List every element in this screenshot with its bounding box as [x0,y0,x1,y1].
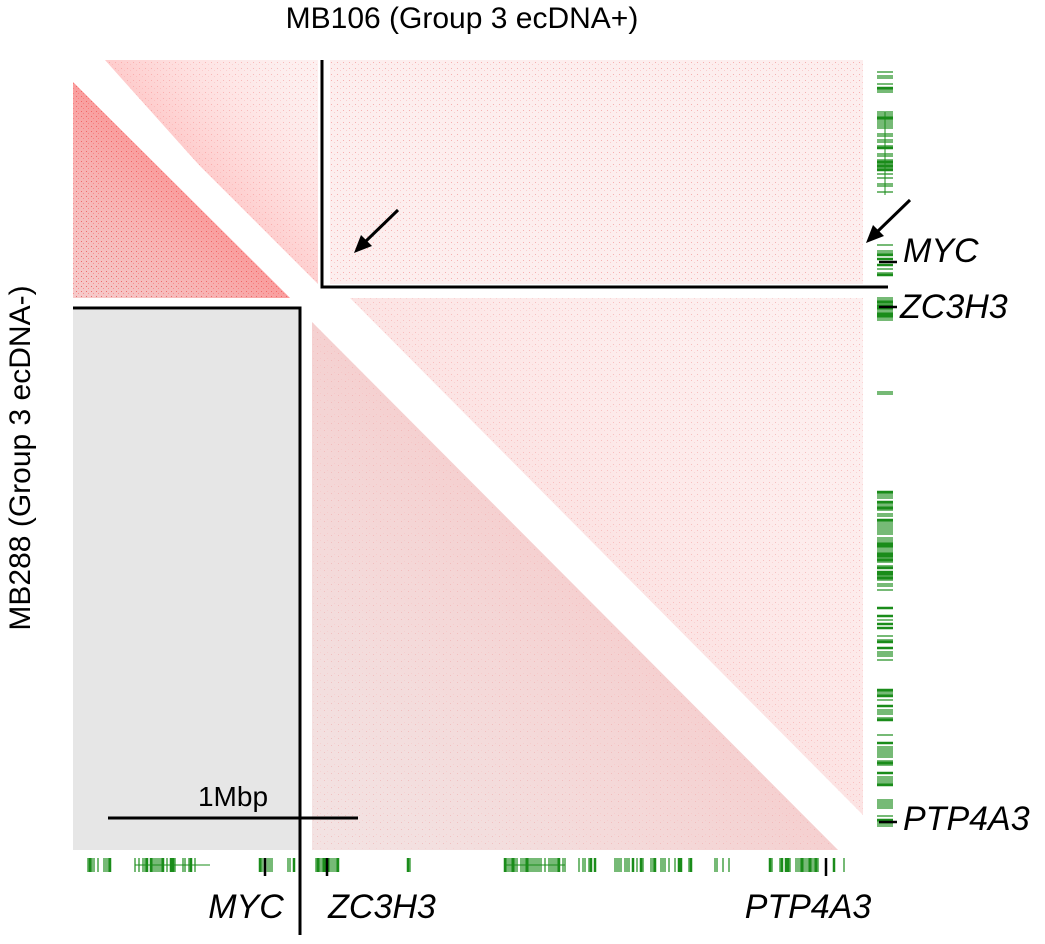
arrow-annotations [354,198,912,253]
gene-track-right [877,71,893,827]
arrow-myc-zc3h3 [354,208,400,253]
title-top: MB106 (Group 3 ecDNA+) [286,2,639,35]
lower-triangle-main-signal [312,322,838,850]
region-boundaries [73,60,888,935]
lower-inter-block [73,310,301,850]
boundary-lower [73,306,302,935]
upper-triangle-main-signal [350,298,863,815]
gene-ticks [263,260,897,876]
boundary-upper [320,60,888,289]
gene-track-bottom [87,858,845,872]
scale-bar: 1Mbp [108,781,358,820]
label-zc3h3-bottom: ZC3H3 [327,888,436,926]
diagonal-separator [76,59,864,847]
label-myc-right: MYC [903,232,979,270]
upper-inter-block [330,60,863,284]
label-ptp4a3-bottom: PTP4A3 [745,888,872,926]
label-zc3h3-right: ZC3H3 [899,288,1008,326]
hic-heatmap [73,60,863,850]
lower-triangle-myc-block-signal [73,82,290,298]
arrow-myc-ptp4a3 [866,198,912,243]
label-ptp4a3-right: PTP4A3 [903,800,1030,838]
label-myc-bottom: MYC [208,888,284,926]
title-left: MB288 (Group 3 ecDNA-) [4,285,37,630]
scale-bar-label: 1Mbp [198,781,268,812]
